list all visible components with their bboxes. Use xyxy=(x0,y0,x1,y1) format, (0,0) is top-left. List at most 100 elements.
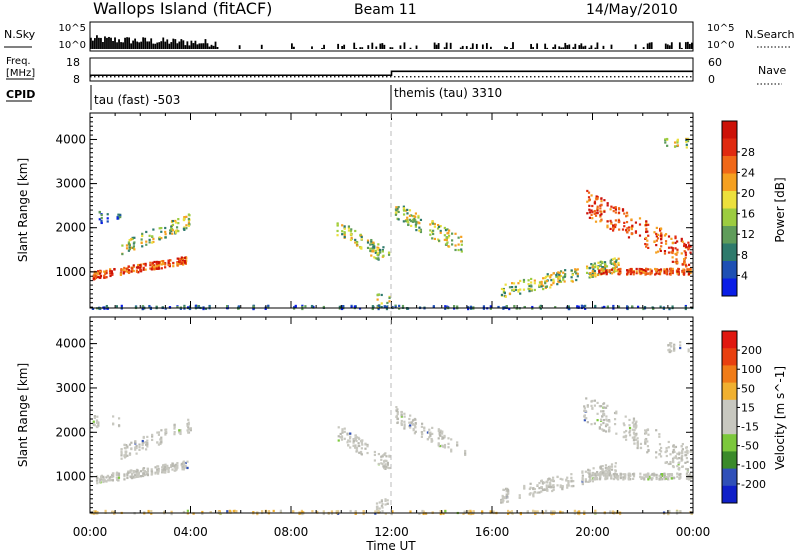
data-point xyxy=(606,470,610,473)
nsky-bar xyxy=(311,46,313,49)
data-point xyxy=(168,306,172,309)
data-point xyxy=(593,212,596,216)
data-point xyxy=(130,469,133,472)
data-point xyxy=(624,415,627,418)
data-point xyxy=(677,461,680,465)
data-point xyxy=(598,405,601,408)
data-point xyxy=(533,488,536,491)
data-point xyxy=(599,207,602,210)
data-point xyxy=(528,284,531,288)
data-point xyxy=(340,435,344,438)
y-tick-label: 2000 xyxy=(55,221,86,235)
data-point xyxy=(518,494,521,497)
data-point xyxy=(301,304,304,307)
data-point xyxy=(148,241,151,244)
data-point xyxy=(536,484,539,487)
data-point xyxy=(108,478,111,481)
data-point xyxy=(155,306,158,309)
data-point xyxy=(390,512,393,516)
data-point xyxy=(626,305,629,308)
data-point xyxy=(150,473,153,476)
data-point xyxy=(134,470,137,473)
data-point xyxy=(415,220,418,223)
data-point xyxy=(598,477,602,480)
data-point xyxy=(591,264,594,267)
data-point xyxy=(421,509,424,513)
data-point xyxy=(614,265,618,268)
data-point xyxy=(378,510,381,514)
data-point xyxy=(122,268,125,272)
colorbar-swatch xyxy=(722,348,737,366)
data-point xyxy=(608,472,611,475)
data-point xyxy=(130,473,134,477)
data-point xyxy=(658,443,662,446)
data-point xyxy=(134,446,137,449)
data-point xyxy=(338,307,341,310)
data-point xyxy=(120,452,123,455)
data-point xyxy=(612,477,615,481)
data-point xyxy=(582,305,585,308)
data-point xyxy=(660,241,663,244)
data-point xyxy=(645,227,648,231)
data-point xyxy=(679,346,682,350)
y-tick-label: 1000 xyxy=(55,265,86,279)
data-point xyxy=(137,471,140,474)
data-point xyxy=(614,472,617,475)
data-point xyxy=(401,304,405,308)
data-point xyxy=(335,510,338,513)
data-point xyxy=(164,266,167,269)
data-point xyxy=(583,419,586,422)
data-point xyxy=(606,204,609,207)
freq-panel: Freq. [MHz] 18 8 60 0 Nave xyxy=(6,56,786,86)
data-point xyxy=(183,307,186,310)
data-point xyxy=(145,471,148,474)
data-point xyxy=(685,473,689,476)
data-point xyxy=(589,475,592,478)
data-point xyxy=(330,512,334,515)
velocity-scatter xyxy=(90,341,693,516)
data-point xyxy=(686,468,689,471)
nsky-bar xyxy=(668,45,671,49)
data-point xyxy=(591,272,594,275)
data-point xyxy=(687,271,691,274)
data-point xyxy=(380,500,384,503)
data-point xyxy=(164,233,167,236)
data-point xyxy=(617,270,620,273)
data-point xyxy=(668,475,671,478)
data-point xyxy=(130,447,133,451)
data-point xyxy=(686,268,689,271)
data-point xyxy=(96,420,99,423)
data-point xyxy=(411,218,415,221)
data-point xyxy=(135,444,138,448)
nsky-bar xyxy=(192,43,195,49)
data-point xyxy=(685,245,688,248)
data-point xyxy=(679,344,682,347)
data-point xyxy=(438,434,442,437)
data-point xyxy=(599,220,602,223)
data-point xyxy=(426,438,430,441)
data-point xyxy=(598,426,601,429)
data-point xyxy=(587,471,590,474)
data-point xyxy=(635,432,638,435)
data-point xyxy=(584,478,587,481)
colorbar-tick-label: 24 xyxy=(741,166,755,179)
data-point xyxy=(187,221,191,224)
data-point xyxy=(522,288,526,291)
data-point xyxy=(636,440,639,443)
data-point xyxy=(594,304,597,308)
data-point xyxy=(614,269,618,272)
data-point xyxy=(171,462,174,465)
data-point xyxy=(651,472,654,476)
data-point xyxy=(672,349,676,352)
data-point xyxy=(300,509,303,513)
data-point xyxy=(523,484,526,488)
data-point xyxy=(586,404,589,407)
data-point xyxy=(105,304,108,308)
data-point xyxy=(376,505,379,508)
data-point xyxy=(151,438,154,442)
data-point xyxy=(92,512,95,516)
data-point xyxy=(598,269,601,273)
data-point xyxy=(530,281,533,284)
data-point xyxy=(180,464,183,467)
data-point xyxy=(136,472,139,475)
